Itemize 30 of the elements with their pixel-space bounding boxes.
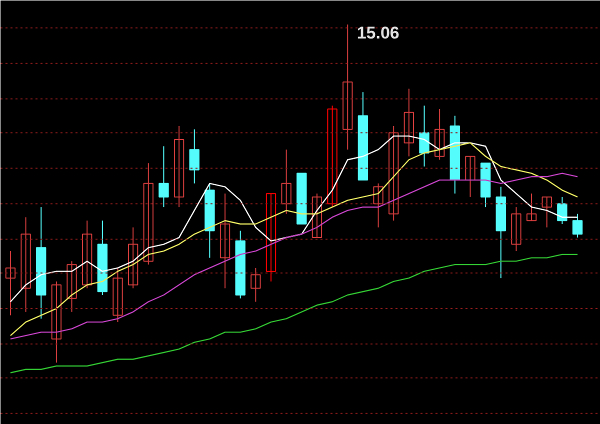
candlestick xyxy=(250,267,261,302)
candlestick xyxy=(511,206,522,252)
candlestick xyxy=(572,213,583,238)
candlestick xyxy=(419,105,430,168)
candlestick xyxy=(82,220,92,289)
candlestick xyxy=(465,156,476,198)
candlestick xyxy=(342,24,353,150)
candlestick xyxy=(128,226,138,289)
annotation: 15.06 xyxy=(356,24,400,43)
candlestick xyxy=(312,193,322,238)
candlestick xyxy=(158,146,169,208)
candlestick xyxy=(51,280,62,364)
candlestick xyxy=(281,149,292,214)
candlestick xyxy=(542,196,552,228)
candlestick xyxy=(388,125,399,222)
candlestick xyxy=(373,182,384,228)
candlestick xyxy=(189,128,200,184)
candlestick xyxy=(143,162,154,266)
candlestick xyxy=(526,193,537,222)
candlestick xyxy=(112,267,123,323)
candlestick xyxy=(557,196,568,224)
candlestick xyxy=(174,125,184,208)
candlestick xyxy=(266,193,276,282)
candlestick xyxy=(434,108,445,160)
candlestick xyxy=(327,105,338,208)
candlestick xyxy=(5,250,16,316)
candlestick xyxy=(20,216,31,312)
candlestick xyxy=(220,193,230,289)
candlestick xyxy=(66,260,77,312)
candlestick xyxy=(404,88,414,157)
